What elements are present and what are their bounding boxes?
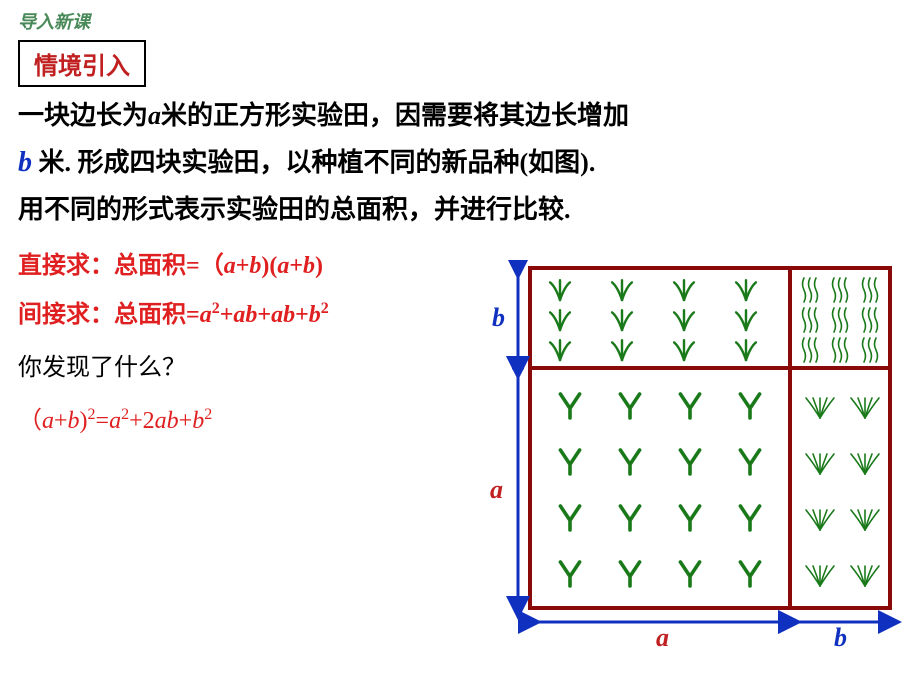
i-p2: +	[257, 302, 271, 328]
d-plus1: +	[236, 253, 250, 279]
indirect-line: 间接求：总面积=a2+ab+ab+b2	[18, 294, 458, 329]
r-plus1: +	[54, 408, 68, 434]
direct-line: 直接求：总面积=（a+b)(a+b)	[18, 245, 458, 280]
d-b1: b	[249, 253, 261, 279]
r-plus3: +	[179, 408, 193, 434]
result-formula: （a+b)2=a2+2ab+b2	[18, 400, 458, 435]
p1-text-b: 米的正方形实验田，因需要将其边长增加	[161, 101, 629, 130]
d-plus2: +	[289, 253, 303, 279]
i-ab2a: a	[271, 302, 283, 328]
r-b1: b	[68, 408, 80, 434]
r-open: （	[18, 408, 42, 434]
i-p3: +	[295, 302, 309, 328]
svg-text:b: b	[834, 623, 847, 652]
problem-paragraph-2: b 米. 形成四块实验田，以种植不同的新品种(如图).	[18, 141, 902, 186]
p2-text: 米. 形成四块实验田，以种植不同的新品种(如图).	[32, 148, 595, 177]
diagram-svg: b a a b	[462, 260, 902, 660]
r-sq3: 2	[204, 406, 212, 423]
r-a1: a	[42, 408, 54, 434]
indirect-label: 间接求：总面积=	[18, 302, 200, 328]
i-a2: 2	[212, 300, 220, 317]
i-a: a	[200, 302, 212, 328]
section-header: 导入新课	[18, 8, 902, 34]
problem-paragraph-3: 用不同的形式表示实验田的总面积，并进行比较.	[18, 189, 902, 231]
r-sq1: 2	[88, 406, 96, 423]
r-plus2: +2	[129, 408, 155, 434]
question-text: 你发现了什么？	[18, 347, 458, 382]
context-badge: 情境引入	[18, 40, 146, 87]
field-diagram: b a a b	[462, 260, 902, 660]
i-b: b	[309, 302, 321, 328]
i-ab1a: a	[233, 302, 245, 328]
svg-text:a: a	[490, 475, 503, 504]
r-a3: a	[155, 408, 167, 434]
problem-paragraph: 一块边长为a米的正方形实验田，因需要将其边长增加	[18, 95, 902, 137]
r-eq: =	[96, 408, 110, 434]
svg-text:b: b	[492, 303, 505, 332]
d-open: （	[200, 253, 224, 279]
i-ab1b: b	[245, 302, 257, 328]
r-b4: b	[192, 408, 204, 434]
slide-root: 导入新课 情境引入 一块边长为a米的正方形实验田，因需要将其边长增加 b 米. …	[0, 0, 920, 690]
direct-label: 直接求：总面积=	[18, 253, 200, 279]
d-a2: a	[277, 253, 289, 279]
var-a: a	[148, 101, 161, 130]
r-b3: b	[167, 408, 179, 434]
var-b: b	[18, 147, 32, 178]
p1-text-a: 一块边长为	[18, 101, 148, 130]
left-column: 直接求：总面积=（a+b)(a+b) 间接求：总面积=a2+ab+ab+b2 你…	[18, 245, 458, 435]
r-close: )	[80, 408, 88, 434]
svg-text:a: a	[656, 623, 669, 652]
i-ab2b: b	[283, 302, 295, 328]
i-p1: +	[220, 302, 234, 328]
r-a2: a	[109, 408, 121, 434]
d-a1: a	[224, 253, 236, 279]
i-b2: 2	[321, 300, 329, 317]
d-mid: )(	[261, 253, 277, 279]
r-sq2: 2	[121, 406, 129, 423]
d-close: )	[315, 253, 323, 279]
d-b2: b	[303, 253, 315, 279]
